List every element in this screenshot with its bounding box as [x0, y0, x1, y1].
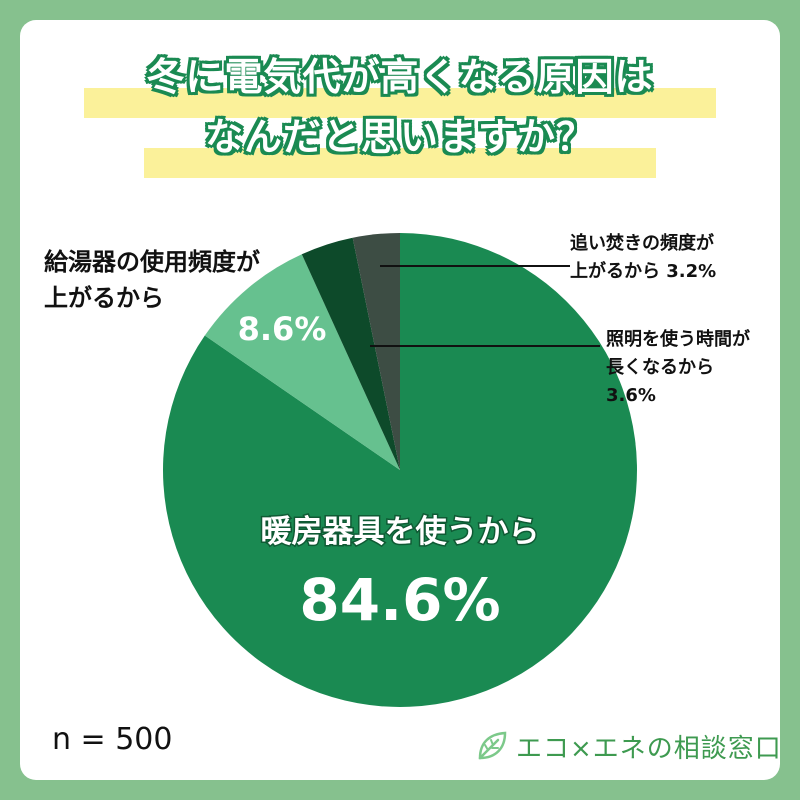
title-highlight-1: [84, 88, 716, 118]
slice-value-heating: 84.6%: [299, 566, 500, 634]
brand-name: エコ×エネの相談窓口: [516, 733, 782, 764]
brand-logo: エコ×エネの相談窓口: [474, 728, 782, 764]
title-highlight-2: [144, 148, 656, 178]
pie-slices: [162, 233, 637, 707]
slice-label-water-heater: 給湯器の使用頻度が 上がるから: [44, 244, 260, 316]
slice-label-lighting: 照明を使う時間が 長くなるから 3.6%: [606, 326, 750, 410]
slice-label-water-heater-line2: 上がるから: [44, 284, 164, 312]
slice-lighting: [301, 237, 400, 470]
page-title-line2: なんだと思いますか？: [204, 115, 595, 159]
page-title-line1: 冬に電気代が高くなる原因は: [146, 55, 654, 99]
slice-label-lighting-line3: 3.6%: [606, 385, 656, 406]
slice-label-lighting-line1: 照明を使う時間が: [606, 329, 750, 350]
sample-size: n = 500: [52, 722, 173, 757]
slice-label-lighting-line2: 長くなるから: [606, 357, 714, 378]
leaf-icon: [478, 731, 507, 760]
slice-value-water-heater: 8.6%: [238, 310, 327, 348]
slice-reheating: [352, 233, 400, 470]
slice-water-heater: [204, 254, 400, 470]
slice-label-water-heater-line1: 給湯器の使用頻度が: [44, 248, 260, 276]
slice-label-heating: 暖房器具を使うから: [261, 514, 540, 550]
slice-label-reheating: 追い焚きの頻度が 上がるから 3.2%: [570, 230, 716, 286]
slice-label-reheating-line2: 上がるから 3.2%: [570, 261, 717, 282]
slice-label-reheating-line1: 追い焚きの頻度が: [570, 233, 714, 254]
slice-heating: [162, 233, 637, 707]
